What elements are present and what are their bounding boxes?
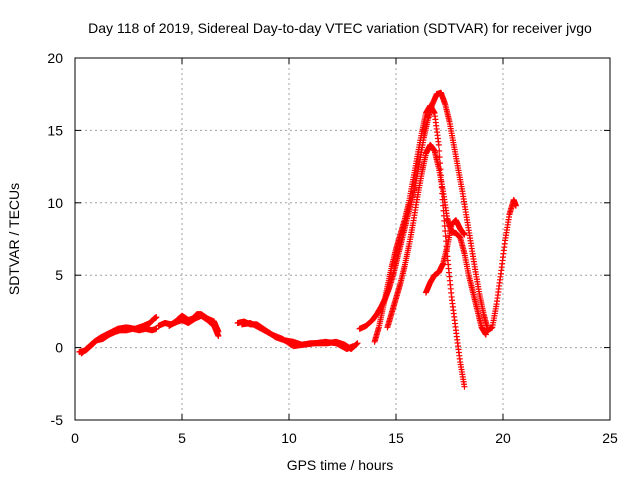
- data-point: [512, 202, 519, 209]
- series-arc-6: [238, 319, 357, 353]
- axis-ticks: 0 5 10 15 20 25 -5 0 5 10 15 20: [47, 50, 618, 446]
- plot-frame: [74, 57, 611, 421]
- data-point: [350, 343, 357, 350]
- data-point: [435, 141, 442, 148]
- data-points: [76, 89, 519, 390]
- series-arc-9: [384, 141, 489, 338]
- x-tick-label: 0: [71, 430, 79, 446]
- data-point: [153, 314, 160, 321]
- x-tick-label: 25: [602, 430, 618, 446]
- series-arc-2: [78, 314, 160, 357]
- series-arc-3: [155, 312, 222, 340]
- series-arc-4: [166, 311, 222, 335]
- y-axis-label: SDTVAR / TECUs: [6, 183, 22, 295]
- y-tick-label: 10: [47, 195, 63, 211]
- data-point: [482, 331, 489, 338]
- data-point: [461, 383, 468, 390]
- chart-title: Day 118 of 2019, Sidereal Day-to-day VTE…: [88, 20, 592, 36]
- y-tick-label: 15: [47, 122, 63, 138]
- x-tick-label: 20: [495, 430, 511, 446]
- data-point: [441, 222, 448, 229]
- x-tick-label: 15: [388, 430, 404, 446]
- series-arc-8: [371, 102, 468, 390]
- series-arc-10: [422, 217, 468, 296]
- y-tick-label: 5: [55, 267, 63, 283]
- grid-lines: [75, 58, 610, 420]
- x-tick-label: 5: [178, 430, 186, 446]
- data-point: [215, 328, 222, 335]
- data-point: [461, 231, 468, 238]
- data-point: [442, 233, 449, 240]
- x-tick-label: 10: [281, 430, 297, 446]
- data-point: [354, 340, 361, 347]
- y-tick-label: -5: [51, 412, 64, 428]
- x-axis-label: GPS time / hours: [287, 457, 394, 473]
- data-point: [442, 228, 449, 235]
- y-tick-label: 0: [55, 340, 63, 356]
- y-tick-label: 20: [47, 50, 63, 66]
